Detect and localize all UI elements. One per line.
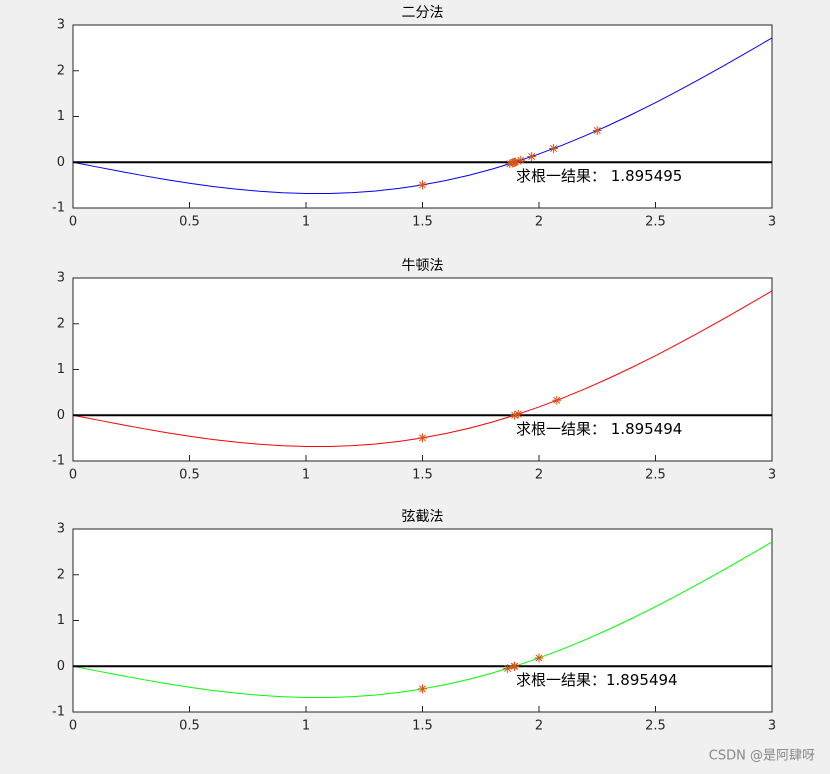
x-tick-label: 1 xyxy=(302,468,310,483)
y-tick-label: 0 xyxy=(57,659,65,674)
x-tick-label: 0.5 xyxy=(179,215,200,230)
y-tick-label: 2 xyxy=(57,567,65,582)
y-tick-label: -1 xyxy=(52,454,65,469)
chart-title: 牛顿法 xyxy=(402,258,444,274)
y-tick-label: -1 xyxy=(52,201,65,216)
plot-area xyxy=(72,277,773,462)
x-tick-label: 3 xyxy=(768,719,776,734)
y-tick-label: 1 xyxy=(57,613,65,628)
x-tick-label: 1.5 xyxy=(412,215,433,230)
y-tick-label: 3 xyxy=(57,271,65,286)
star-marker xyxy=(418,433,427,443)
y-tick-label: 1 xyxy=(57,109,65,124)
annotation: 求根一结果： 1.895494 xyxy=(516,420,682,438)
x-tick-label: 0 xyxy=(69,719,77,734)
x-tick-label: 3 xyxy=(768,468,776,483)
y-tick-label: -1 xyxy=(52,705,65,720)
x-tick-label: 1 xyxy=(302,215,310,230)
x-tick-label: 2 xyxy=(535,468,543,483)
star-marker xyxy=(510,157,520,167)
x-tick-label: 0 xyxy=(69,468,77,483)
star-marker xyxy=(505,159,515,169)
star-marker xyxy=(510,410,520,420)
annotation: 求根一结果：1.895494 xyxy=(516,671,678,689)
y-tick-label: 1 xyxy=(57,362,65,377)
star-marker xyxy=(516,155,526,165)
y-tick-label: 3 xyxy=(57,18,65,33)
y-tick-label: 2 xyxy=(57,316,65,331)
star-marker xyxy=(527,152,537,162)
x-tick-label: 2.5 xyxy=(645,215,666,230)
star-marker xyxy=(592,126,602,136)
plot-area xyxy=(72,528,773,713)
star-marker xyxy=(513,409,523,419)
star-marker xyxy=(503,663,513,673)
star-marker xyxy=(510,661,520,671)
star-marker xyxy=(552,395,562,405)
x-tick-label: 0 xyxy=(69,215,77,230)
x-tick-label: 2.5 xyxy=(645,719,666,734)
star-marker xyxy=(534,653,544,663)
annotation: 求根一结果： 1.895495 xyxy=(516,167,682,185)
x-tick-label: 1.5 xyxy=(412,468,433,483)
x-tick-label: 0.5 xyxy=(179,719,200,734)
x-tick-label: 2 xyxy=(535,719,543,734)
x-tick-label: 1.5 xyxy=(412,719,433,734)
y-tick-label: 2 xyxy=(57,63,65,78)
y-tick-label: 0 xyxy=(57,408,65,423)
plot-area xyxy=(72,24,773,209)
star-marker xyxy=(418,180,427,190)
star-marker xyxy=(549,144,559,154)
x-tick-label: 1 xyxy=(302,719,310,734)
y-tick-label: 0 xyxy=(57,155,65,170)
x-tick-label: 2 xyxy=(535,215,543,230)
x-tick-label: 2.5 xyxy=(645,468,666,483)
chart-title: 二分法 xyxy=(402,5,444,21)
y-tick-label: 3 xyxy=(57,522,65,537)
x-tick-label: 3 xyxy=(768,215,776,230)
x-tick-label: 0.5 xyxy=(179,468,200,483)
watermark: CSDN @是阿肆呀 xyxy=(709,749,815,764)
star-marker xyxy=(418,684,427,694)
chart-title: 弦截法 xyxy=(402,509,444,525)
